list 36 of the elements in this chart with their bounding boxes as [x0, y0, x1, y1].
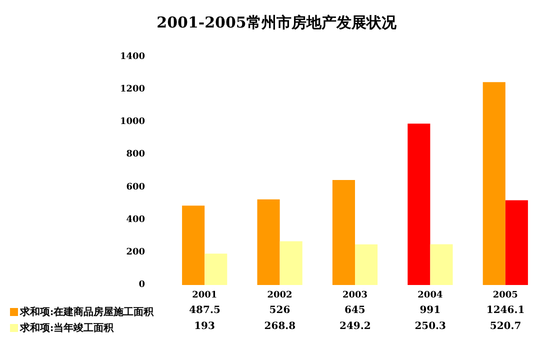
y-tick-label: 1000	[120, 117, 145, 128]
x-tick-label: 2004	[418, 290, 443, 300]
bar	[332, 180, 355, 285]
bar	[182, 206, 205, 285]
chart-title: 2001-2005常州市房地产发展状况	[156, 14, 398, 32]
y-tick-label: 200	[126, 247, 145, 258]
y-tick-label: 600	[126, 182, 145, 192]
y-tick-label: 0	[138, 280, 145, 290]
x-tick-label: 2001	[192, 290, 218, 300]
bar	[257, 199, 280, 285]
bar	[505, 200, 528, 285]
data-label: 487.5	[189, 305, 220, 316]
bar	[280, 241, 302, 285]
y-tick-label: 1200	[120, 84, 145, 95]
bar	[355, 244, 378, 285]
data-label: 250.3	[414, 321, 446, 332]
data-label: 526	[269, 305, 290, 316]
data-label: 991	[420, 305, 441, 316]
legend-label: 求和项:在建商品房屋施工面积	[18, 305, 154, 319]
data-label: 193	[194, 321, 215, 332]
data-label: 520.7	[490, 321, 522, 332]
x-tick-label: 2003	[342, 290, 368, 300]
bar	[430, 244, 453, 285]
y-tick-label: 800	[126, 150, 145, 160]
data-label: 645	[344, 305, 366, 316]
y-tick-label: 400	[126, 214, 145, 225]
data-label: 249.2	[340, 321, 371, 332]
legend-label: 求和项:当年竣工面积	[18, 322, 114, 335]
y-tick-label: 1400	[120, 52, 145, 62]
bar	[204, 254, 228, 285]
data-label: 1246.1	[486, 305, 525, 316]
data-label: 268.8	[264, 321, 296, 332]
bar	[482, 82, 506, 285]
x-tick-label: 2005	[492, 290, 518, 300]
x-tick-label: 2002	[267, 290, 292, 300]
bar	[408, 124, 430, 285]
